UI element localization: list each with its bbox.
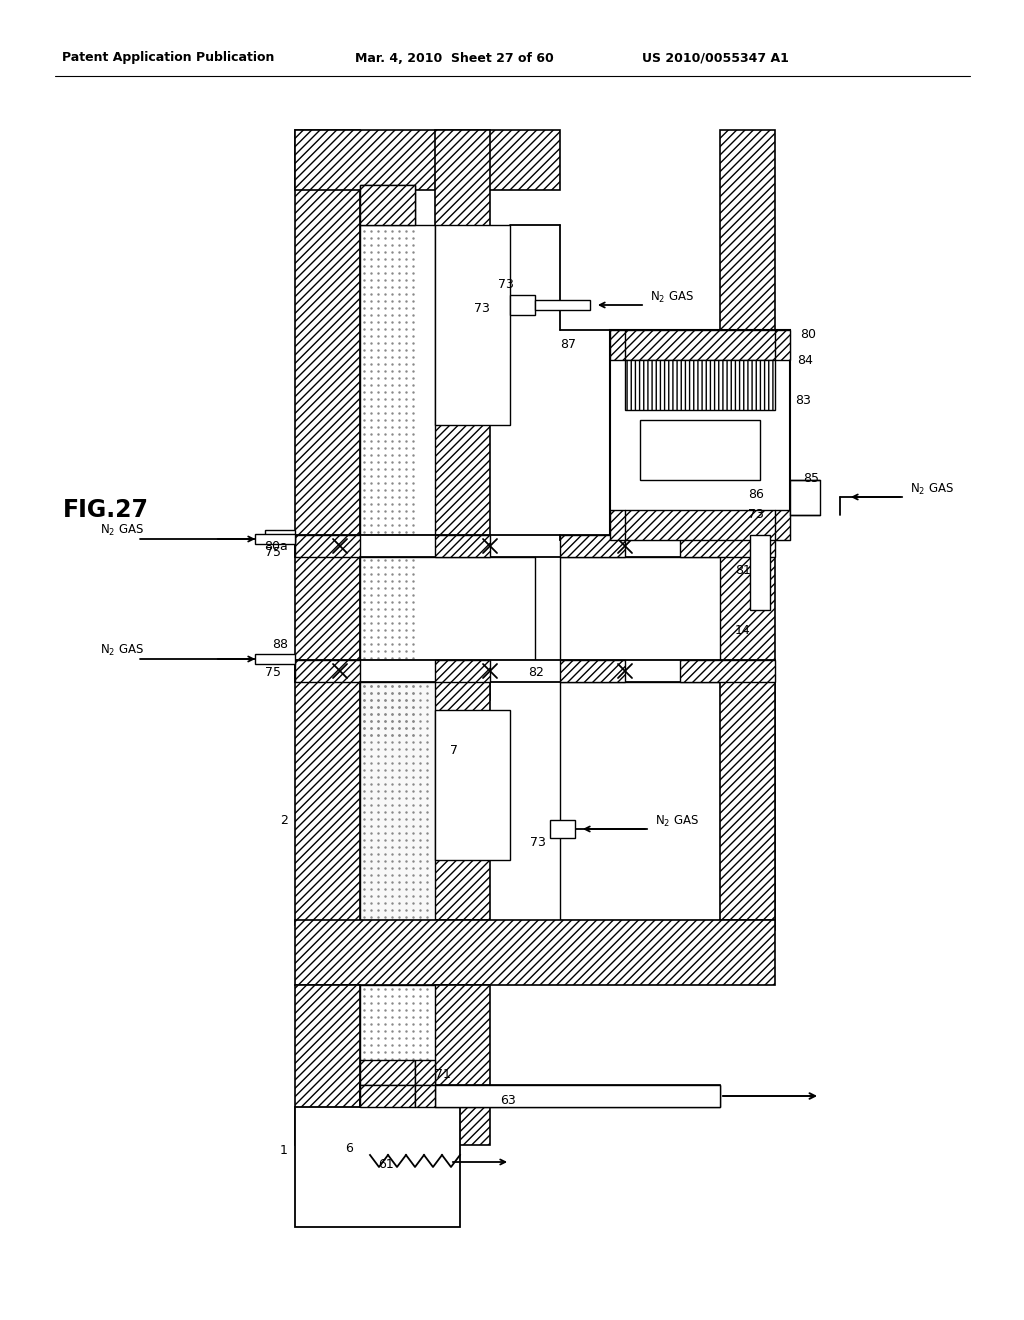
Text: 85: 85 [803, 471, 819, 484]
Text: 61: 61 [378, 1159, 394, 1172]
Bar [295, 985, 360, 1144]
Bar [360, 224, 435, 535]
Text: 7: 7 [450, 743, 458, 756]
Bar [560, 682, 720, 920]
Bar [435, 985, 490, 1144]
Bar [435, 1085, 720, 1107]
Bar [360, 185, 415, 741]
Bar [435, 710, 510, 861]
Text: 80: 80 [800, 329, 816, 342]
Bar [535, 300, 590, 310]
Bar [435, 660, 490, 682]
Text: 1: 1 [281, 1143, 288, 1156]
Text: 14: 14 [735, 623, 751, 636]
Text: 81: 81 [735, 564, 751, 577]
Bar [610, 330, 790, 540]
Text: 63: 63 [500, 1093, 516, 1106]
Bar [295, 660, 775, 682]
Text: 88: 88 [272, 639, 288, 652]
Text: N$_2$ GAS: N$_2$ GAS [100, 523, 144, 537]
Text: 84: 84 [797, 354, 813, 367]
Bar [435, 224, 510, 425]
Bar [750, 535, 770, 610]
Bar [295, 129, 360, 925]
Bar [295, 660, 360, 682]
Text: FIG.27: FIG.27 [63, 498, 150, 521]
Text: Mar. 4, 2010  Sheet 27 of 60: Mar. 4, 2010 Sheet 27 of 60 [355, 51, 554, 65]
Text: N$_2$ GAS: N$_2$ GAS [910, 482, 954, 496]
Text: 73: 73 [748, 508, 764, 521]
Bar [295, 535, 775, 557]
Bar [680, 660, 775, 682]
Bar [360, 1085, 720, 1107]
Bar [360, 985, 435, 1085]
Bar [560, 535, 625, 557]
Bar [435, 682, 490, 920]
Bar [560, 557, 720, 660]
Bar [360, 557, 535, 660]
Bar [720, 129, 775, 931]
Bar [435, 1085, 720, 1107]
Text: 83: 83 [795, 393, 811, 407]
Bar [360, 1060, 415, 1085]
Bar [360, 185, 415, 224]
Text: 80a: 80a [264, 540, 288, 553]
Bar [360, 1085, 415, 1107]
Bar [255, 535, 295, 544]
Bar [640, 420, 760, 480]
Text: N$_2$ GAS: N$_2$ GAS [650, 289, 694, 305]
Text: 75: 75 [265, 545, 281, 558]
Bar [295, 129, 560, 190]
Bar [560, 660, 625, 682]
Bar [625, 360, 775, 411]
Text: N$_2$ GAS: N$_2$ GAS [100, 643, 144, 657]
Bar [680, 535, 775, 557]
Text: 87: 87 [560, 338, 575, 351]
Text: 75: 75 [265, 665, 281, 678]
Bar [610, 510, 790, 540]
Text: US 2010/0055347 A1: US 2010/0055347 A1 [642, 51, 788, 65]
Bar [610, 330, 790, 360]
Bar [550, 820, 575, 838]
Bar [415, 1060, 435, 1085]
Bar [265, 531, 295, 543]
Text: 71: 71 [435, 1068, 451, 1081]
Text: 73: 73 [530, 836, 546, 849]
Bar [295, 1107, 460, 1228]
Bar [435, 129, 490, 700]
Bar [295, 535, 360, 557]
Bar [415, 1085, 435, 1107]
Bar [435, 535, 490, 557]
Text: 86: 86 [748, 488, 764, 502]
Bar [790, 480, 820, 515]
Text: 73: 73 [474, 302, 490, 315]
Text: 6: 6 [345, 1142, 353, 1155]
Text: 2: 2 [281, 813, 288, 826]
Bar [360, 682, 435, 920]
Text: Patent Application Publication: Patent Application Publication [62, 51, 274, 65]
Bar [510, 294, 535, 315]
Text: 73: 73 [498, 279, 514, 292]
Bar [295, 920, 775, 985]
Text: 82: 82 [528, 667, 544, 680]
Text: N$_2$ GAS: N$_2$ GAS [655, 813, 699, 829]
Bar [255, 653, 295, 664]
Bar [720, 682, 775, 920]
